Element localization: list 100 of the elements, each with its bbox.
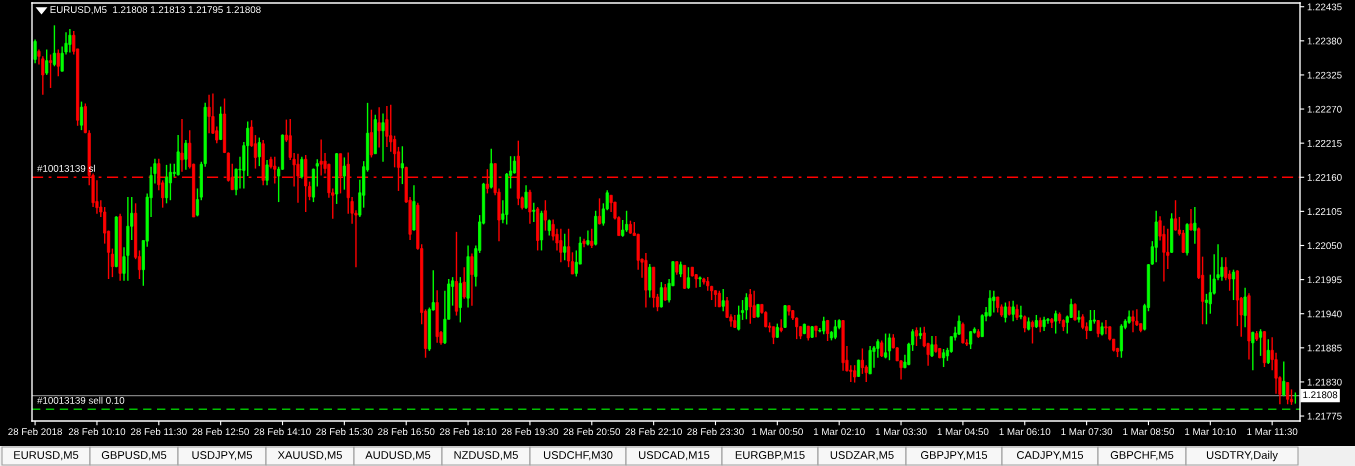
candlestick xyxy=(184,139,188,171)
text: XAUUSD,M5 xyxy=(277,451,342,461)
y-tick-label: 1.22380 xyxy=(1307,37,1342,45)
x-tick-label: 28 Feb 12:50 xyxy=(192,427,249,436)
candlestick xyxy=(33,38,37,64)
candlestick xyxy=(559,228,563,263)
candlestick xyxy=(1131,309,1135,334)
y-tick-label: 1.22435 xyxy=(1307,3,1342,11)
candlestick xyxy=(624,210,629,233)
x-tick-label: 1 Mar 03:30 xyxy=(875,428,927,436)
candlestick xyxy=(590,228,594,249)
x-tick-label: 28 Feb 18:10 xyxy=(439,427,497,436)
candlestick xyxy=(868,345,872,375)
candlestick xyxy=(961,321,965,345)
y-tick-label: 1.21995 xyxy=(1307,276,1342,284)
candlestick xyxy=(597,197,602,226)
candlestick xyxy=(1208,273,1212,315)
candlestick xyxy=(1019,304,1023,320)
candlestick xyxy=(265,159,269,187)
candlestick xyxy=(1193,206,1197,245)
ref-line-label: #10013139 sell 0.10 xyxy=(37,396,125,404)
y-tick-label: 1.22270 xyxy=(1307,105,1342,113)
candlestick xyxy=(659,281,663,309)
candlestick xyxy=(1251,330,1255,371)
text: USDCAD,M15 xyxy=(639,451,710,461)
candlestick xyxy=(195,187,200,218)
x-tick-label: 28 Feb 14:10 xyxy=(254,427,311,436)
candlestick xyxy=(1243,286,1247,329)
candlestick xyxy=(686,266,690,290)
x-tick-label: 1 Mar 08:50 xyxy=(1123,428,1175,436)
x-tick-label: 1 Mar 11:30 xyxy=(1247,428,1298,436)
candlestick xyxy=(957,314,961,336)
text: CADJPY,M15 xyxy=(1017,451,1084,461)
candlestick xyxy=(79,100,84,131)
candlestick xyxy=(369,108,373,159)
candlestick xyxy=(1046,317,1050,325)
candlestick xyxy=(1204,293,1209,325)
candlestick xyxy=(489,148,493,190)
candlestick xyxy=(180,118,184,173)
text: EURGBP,M15 xyxy=(735,451,805,461)
x-tick-label: 1 Mar 00:50 xyxy=(752,428,803,436)
candlestick xyxy=(992,290,996,314)
candlestick xyxy=(1189,208,1193,232)
text: GBPCHF,M5 xyxy=(1110,451,1174,461)
text: USDZAR,M5 xyxy=(830,451,894,461)
candlestick xyxy=(68,28,72,54)
candlestick xyxy=(1231,268,1236,301)
text: AUDUSD,M5 xyxy=(365,451,431,461)
y-tick-label: 1.21940 xyxy=(1307,310,1342,318)
x-tick-label: 1 Mar 02:10 xyxy=(813,428,865,436)
x-tick-label: 28 Feb 15:30 xyxy=(316,427,373,436)
candlestick xyxy=(1282,360,1286,397)
text: USDCHF,M30 xyxy=(543,451,613,461)
candlestick xyxy=(315,158,319,188)
candlestick xyxy=(737,304,741,332)
candlestick xyxy=(1173,199,1178,232)
candlestick xyxy=(257,136,261,167)
candlestick xyxy=(1054,309,1058,335)
candlestick xyxy=(207,94,211,134)
y-tick-label: 1.22215 xyxy=(1307,139,1342,147)
x-tick-label: 28 Feb 22:10 xyxy=(625,427,682,436)
candlestick xyxy=(988,289,992,318)
x-tick-label: 28 Feb 2018 xyxy=(8,427,62,436)
candlestick xyxy=(1228,269,1232,292)
candlestick xyxy=(1030,319,1035,345)
candlestick xyxy=(56,48,60,77)
candlestick xyxy=(319,138,323,177)
candlestick xyxy=(1286,381,1290,405)
text: USDTRY,Daily xyxy=(1206,450,1278,462)
x-tick-label: 28 Feb 11:30 xyxy=(131,427,187,436)
x-tick-label: 1 Mar 06:10 xyxy=(999,428,1051,436)
candlestick xyxy=(381,112,385,163)
candlestick xyxy=(783,304,787,329)
candlestick xyxy=(393,135,397,169)
candlestick xyxy=(45,48,49,76)
y-tick-label: 1.21830 xyxy=(1307,378,1342,386)
x-tick-label: 1 Mar 04:50 xyxy=(937,428,989,436)
candlestick xyxy=(721,288,725,312)
candlestick xyxy=(740,299,745,321)
y-tick-label: 1.22050 xyxy=(1307,242,1342,250)
text: NZDUSD,M5 xyxy=(454,451,518,461)
x-tick-label: 28 Feb 10:10 xyxy=(68,427,126,436)
candlestick xyxy=(1011,299,1015,322)
candlestick xyxy=(563,233,567,262)
candlestick xyxy=(48,53,53,89)
candlestick xyxy=(164,164,169,205)
candlestick xyxy=(400,145,404,185)
candlestick xyxy=(860,347,864,375)
x-tick-label: 28 Feb 16:50 xyxy=(378,427,435,436)
candlestick xyxy=(884,332,888,360)
x-tick-label: 28 Feb 23:30 xyxy=(687,427,744,436)
candlestick xyxy=(176,134,180,177)
candlestick xyxy=(1266,338,1270,365)
y-tick-label: 1.21885 xyxy=(1307,344,1342,352)
candlestick xyxy=(682,264,687,290)
y-tick-label: 1.22105 xyxy=(1307,208,1342,215)
text: GBPJPY,M15 xyxy=(921,451,988,461)
candlestick xyxy=(52,24,56,67)
candlestick xyxy=(833,319,837,340)
candlestick xyxy=(524,184,528,210)
